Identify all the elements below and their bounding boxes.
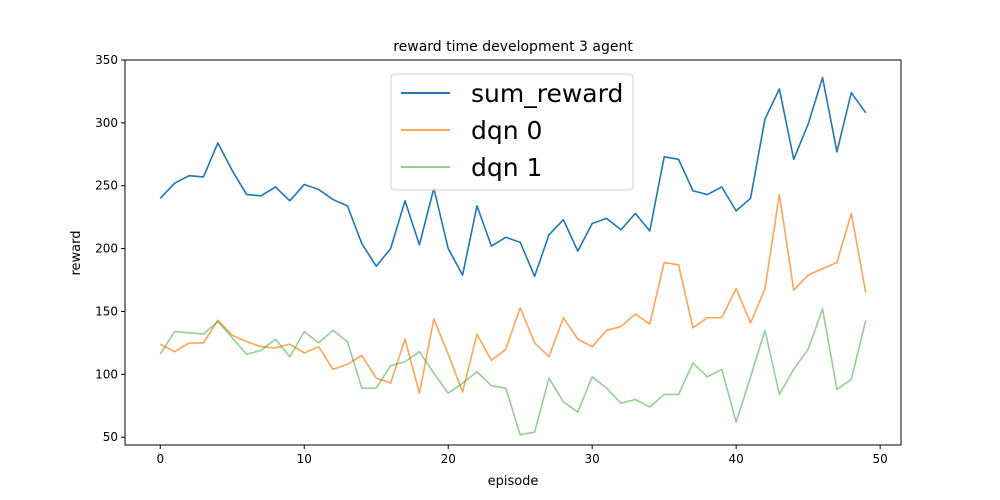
y-tick-label: 350 xyxy=(95,53,118,67)
x-tick-label: 40 xyxy=(729,452,744,466)
series-line-dqn-1 xyxy=(159,308,867,436)
x-tick-label: 0 xyxy=(156,452,164,466)
y-tick-label: 300 xyxy=(95,116,118,130)
plot-frame xyxy=(124,59,902,446)
y-tick-label: 50 xyxy=(103,430,118,444)
y-tick-label: 150 xyxy=(95,304,118,318)
legend-box xyxy=(390,73,634,191)
x-axis-label: episode xyxy=(488,474,539,489)
y-tick-label: 250 xyxy=(95,179,118,193)
x-tick-label: 20 xyxy=(441,452,456,466)
legend-label: dqn 1 xyxy=(471,153,542,182)
y-tick-label: 100 xyxy=(95,367,118,381)
y-axis-label: reward xyxy=(69,230,84,275)
series-line-dqn-0 xyxy=(159,193,867,395)
series-line-sum-reward xyxy=(159,76,867,278)
y-axis: 50 100 150 200 250 300 350 xyxy=(95,53,125,444)
x-axis: 0 10 20 30 40 50 xyxy=(156,445,888,466)
chart-title: reward time development 3 agent xyxy=(393,39,633,55)
series-lines xyxy=(159,76,867,436)
x-tick-label: 30 xyxy=(585,452,600,466)
y-tick-label: 200 xyxy=(95,242,118,256)
x-tick-label: 50 xyxy=(872,452,887,466)
x-tick-label: 10 xyxy=(297,452,312,466)
legend-label: sum_reward xyxy=(471,79,623,108)
legend-label: dqn 0 xyxy=(471,116,542,145)
